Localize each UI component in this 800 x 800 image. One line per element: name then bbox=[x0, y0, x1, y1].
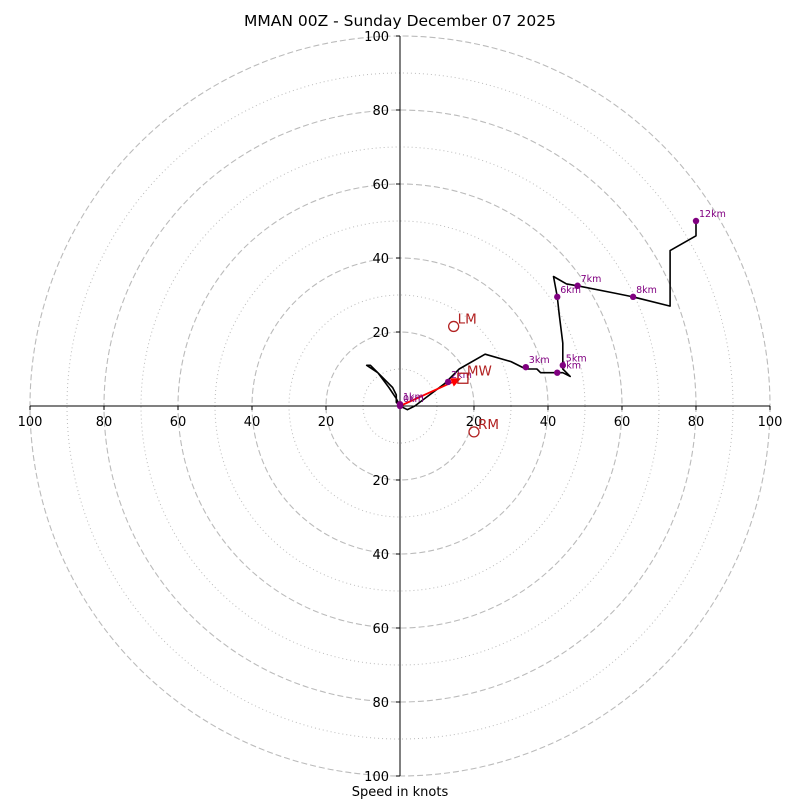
height-label-0km: 0km bbox=[403, 394, 424, 405]
x-tick-label: 100 bbox=[18, 415, 43, 430]
height-marker-8km bbox=[629, 293, 637, 301]
y-tick-label-bottom: 40 bbox=[372, 548, 389, 563]
tick-labels: 100 80 60 40 20 20 40 60 80 100 20 40 60 80 100 20 40 60 8… bbox=[18, 30, 783, 785]
chart-title: MMAN 00Z - Sunday December 07 2025 bbox=[244, 12, 556, 30]
x-tick-label: 80 bbox=[688, 415, 705, 430]
y-tick-label-top: 40 bbox=[372, 252, 389, 267]
height-label-2km: 2km bbox=[451, 370, 472, 381]
y-tick-label-top: 60 bbox=[372, 178, 389, 193]
x-tick-label: 100 bbox=[758, 415, 783, 430]
height-marker-12km bbox=[692, 217, 700, 225]
x-tick-label: 60 bbox=[170, 415, 187, 430]
height-label-4km: 4km bbox=[560, 361, 581, 372]
hodograph-trace bbox=[365, 221, 697, 411]
height-marker-3km bbox=[522, 363, 529, 371]
storm-motion-lm-marker bbox=[447, 320, 460, 333]
x-axis-label: Speed in knots bbox=[352, 785, 449, 800]
storm-motion-mw-label: MW bbox=[467, 363, 492, 379]
storm-motion-rm-label: RM bbox=[478, 417, 499, 433]
height-label-1km: 1km bbox=[403, 392, 424, 403]
y-tick-label-top: 20 bbox=[372, 326, 389, 341]
x-tick-label: 20 bbox=[318, 415, 335, 430]
y-tick-label-top: 80 bbox=[372, 104, 389, 119]
hodograph-trace-group bbox=[365, 221, 697, 411]
y-tick-label-bottom: 60 bbox=[372, 622, 389, 637]
height-label-7km: 7km bbox=[581, 274, 602, 285]
y-tick-label-bottom: 80 bbox=[372, 696, 389, 711]
y-tick-label-bottom: 20 bbox=[372, 474, 389, 489]
x-tick-label: 40 bbox=[540, 415, 557, 430]
x-tick-label: 20 bbox=[466, 415, 483, 430]
x-tick-label: 40 bbox=[244, 415, 261, 430]
y-tick-label-top: 100 bbox=[364, 30, 389, 45]
height-label-6km: 6km bbox=[560, 285, 581, 296]
storm-motion-rm-marker bbox=[468, 426, 480, 438]
height-label-3km: 3km bbox=[529, 355, 550, 366]
height-marker-5km bbox=[559, 362, 566, 369]
storm-motions: LM RM MW bbox=[447, 311, 499, 438]
x-tick-label: 60 bbox=[614, 415, 631, 430]
storm-motion-lm-label: LM bbox=[458, 311, 477, 327]
height-label-5km: 5km bbox=[566, 353, 587, 364]
height-label-8km: 8km bbox=[636, 285, 657, 296]
shear-arrow-line bbox=[399, 379, 456, 407]
y-tick-label-bottom: 100 bbox=[364, 770, 389, 785]
height-marker-4km bbox=[554, 369, 561, 376]
height-marker-6km bbox=[554, 293, 561, 301]
height-label-12km: 12km bbox=[699, 209, 726, 220]
x-tick-label: 80 bbox=[96, 415, 113, 430]
height-marker-7km bbox=[574, 282, 581, 289]
height-marker-2km bbox=[444, 378, 452, 386]
height-marker-1km bbox=[396, 400, 404, 408]
storm-motion-mw-marker bbox=[457, 372, 469, 384]
